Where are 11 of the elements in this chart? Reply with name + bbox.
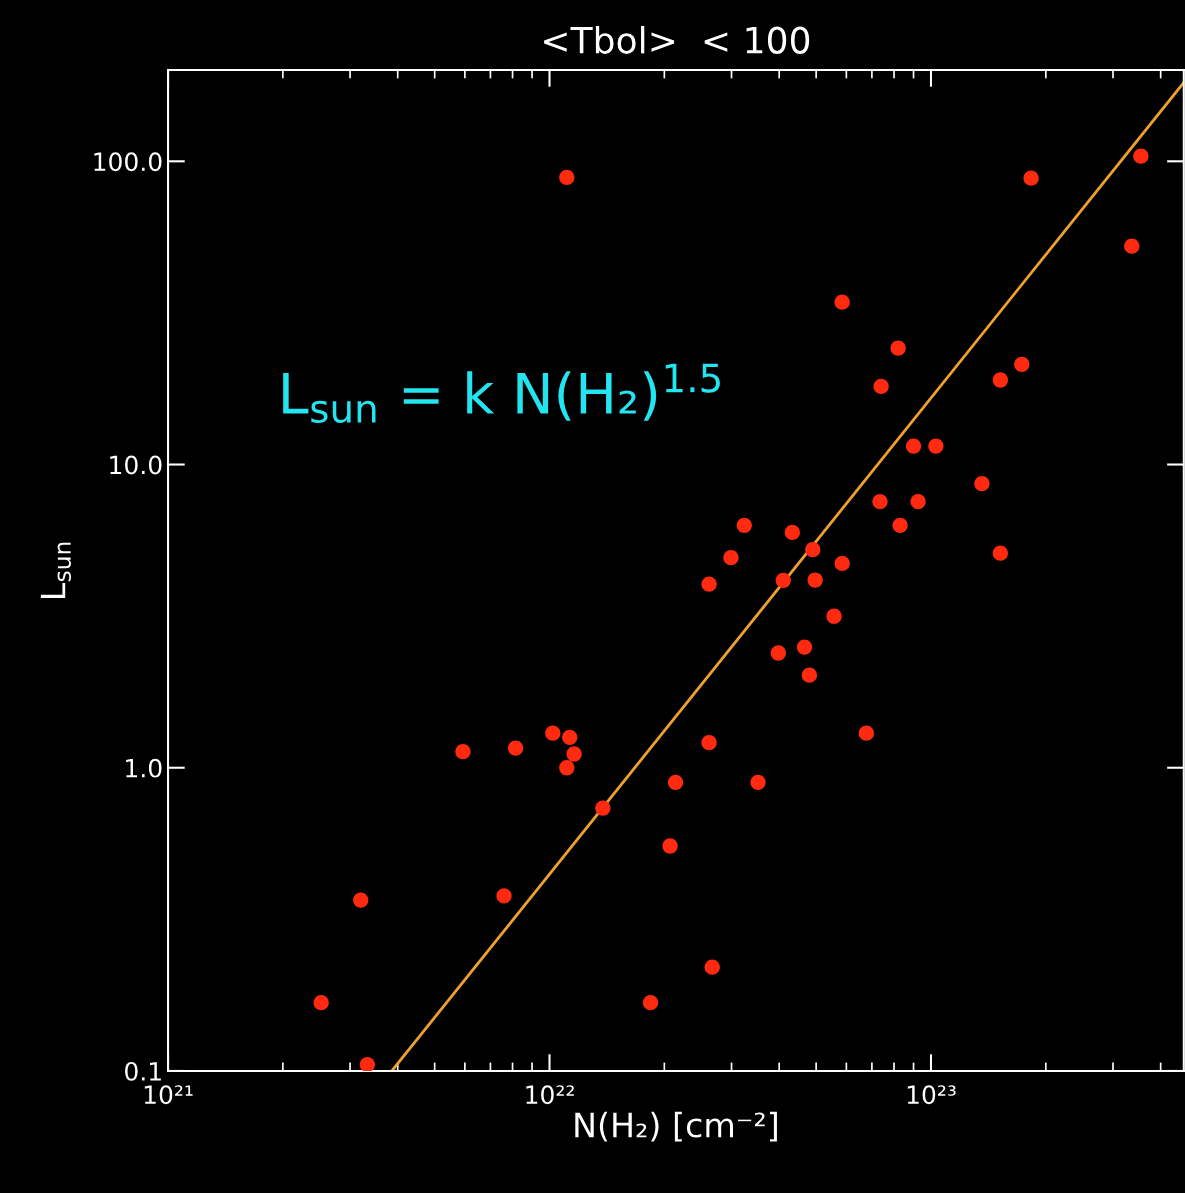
y-tick-label: 0.1	[125, 1061, 161, 1081]
chart-title: <Tbol> < 100	[544, 25, 810, 54]
x-tick-label: 10²¹	[144, 1085, 193, 1105]
y-tick-label: 1.0	[126, 758, 162, 778]
x-tick-label: 10²³	[907, 1085, 956, 1105]
y-tick-label: 100.0	[94, 152, 162, 172]
annotation: L$_{sun}$ = k N(H₂)$^{1.5}$	[283, 363, 720, 424]
x-axis-title: N(H₂) [cm⁻²]	[575, 1111, 777, 1142]
y-tick-label: 10.0	[110, 455, 162, 475]
y-axis-title: L$_{sun}$	[40, 542, 71, 599]
x-tick-label: 10²²	[526, 1085, 574, 1105]
